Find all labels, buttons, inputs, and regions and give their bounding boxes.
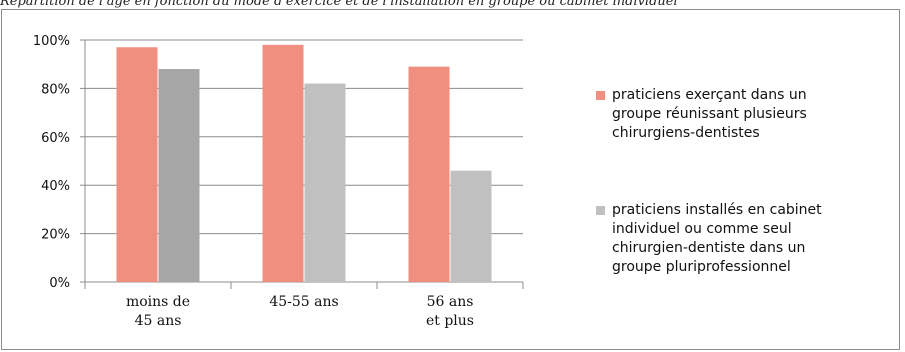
- y-tick-label: 100%: [33, 34, 70, 49]
- bar-series2: [158, 69, 200, 282]
- y-tick-label: 20%: [41, 228, 70, 243]
- y-tick-label: 40%: [41, 179, 70, 194]
- x-category-label: moins de: [126, 294, 190, 310]
- bar-series2: [450, 170, 492, 282]
- legend-label: praticiens exerçant dans un: [612, 87, 807, 103]
- y-tick-label: 80%: [41, 82, 70, 97]
- y-tick-label: 60%: [41, 131, 70, 146]
- x-category-label: 56 ans: [427, 294, 474, 310]
- legend-label: individuel ou comme seul: [612, 221, 792, 237]
- x-category-label: 45-55 ans: [269, 294, 338, 310]
- legend-label: chirurgien-dentiste dans un: [612, 240, 806, 256]
- legend-label: chirurgiens-dentistes: [612, 125, 760, 141]
- partial-caption-text: Répartition de l'âge en fonction du mode…: [0, 0, 678, 8]
- legend-item: praticiens exerçant dans un groupe réunis…: [596, 86, 886, 143]
- x-category-label: 45 ans: [135, 313, 182, 329]
- legend-item: praticiens installés en cabinet individue…: [596, 201, 886, 277]
- chart-frame: [1, 9, 900, 350]
- legend-swatch: [596, 206, 605, 215]
- legend-label: groupe pluriprofessionnel: [612, 259, 791, 275]
- legend-label: groupe réunissant plusieurs: [612, 106, 807, 122]
- x-category-label: et plus: [426, 313, 474, 329]
- legend-swatch: [596, 91, 605, 100]
- bar-series1: [262, 44, 304, 283]
- legend-label: praticiens installés en cabinet: [612, 202, 822, 218]
- bar-series1: [116, 47, 158, 283]
- y-tick-label: 0%: [49, 276, 70, 291]
- bar-series2: [304, 83, 346, 282]
- bar-series1: [408, 66, 450, 283]
